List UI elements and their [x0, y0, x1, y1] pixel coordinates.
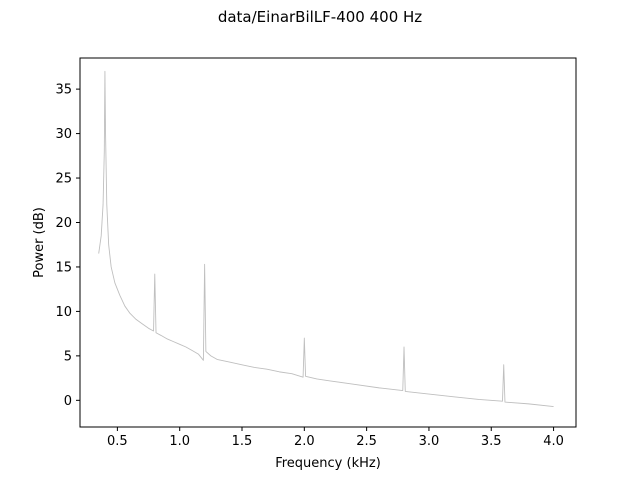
y-tick-label: 20	[55, 216, 72, 231]
y-tick-label: 35	[55, 83, 72, 98]
spectrum-series-line	[98, 70, 554, 407]
x-tick-label: 3.0	[419, 434, 440, 449]
x-tick-label: 1.0	[169, 434, 190, 449]
x-tick-label: 2.5	[356, 434, 377, 449]
x-tick-label: 4.0	[543, 434, 564, 449]
chart-title: data/EinarBilLF-400 400 Hz	[218, 8, 422, 26]
x-tick-label: 2.0	[294, 434, 315, 449]
x-tick-label: 3.5	[481, 434, 502, 449]
x-tick-label: 0.5	[107, 434, 128, 449]
y-tick-label: 15	[55, 260, 72, 275]
y-axis-ticks: 0 5 10 15 20 25 30 35	[55, 83, 80, 409]
y-tick-label: 25	[55, 172, 72, 187]
plot-area	[98, 70, 554, 407]
y-tick-label: 5	[64, 349, 72, 364]
y-tick-label: 30	[55, 127, 72, 142]
x-axis-ticks: 0.5 1.0 1.5 2.0 2.5 3.0 3.5 4.0	[107, 427, 564, 449]
y-tick-label: 10	[55, 305, 72, 320]
x-tick-label: 1.5	[232, 434, 253, 449]
y-tick-label: 0	[64, 394, 72, 409]
y-axis-label: Power (dB)	[32, 207, 47, 278]
axes-frame	[79, 57, 577, 428]
x-axis-label: Frequency (kHz)	[275, 456, 381, 471]
